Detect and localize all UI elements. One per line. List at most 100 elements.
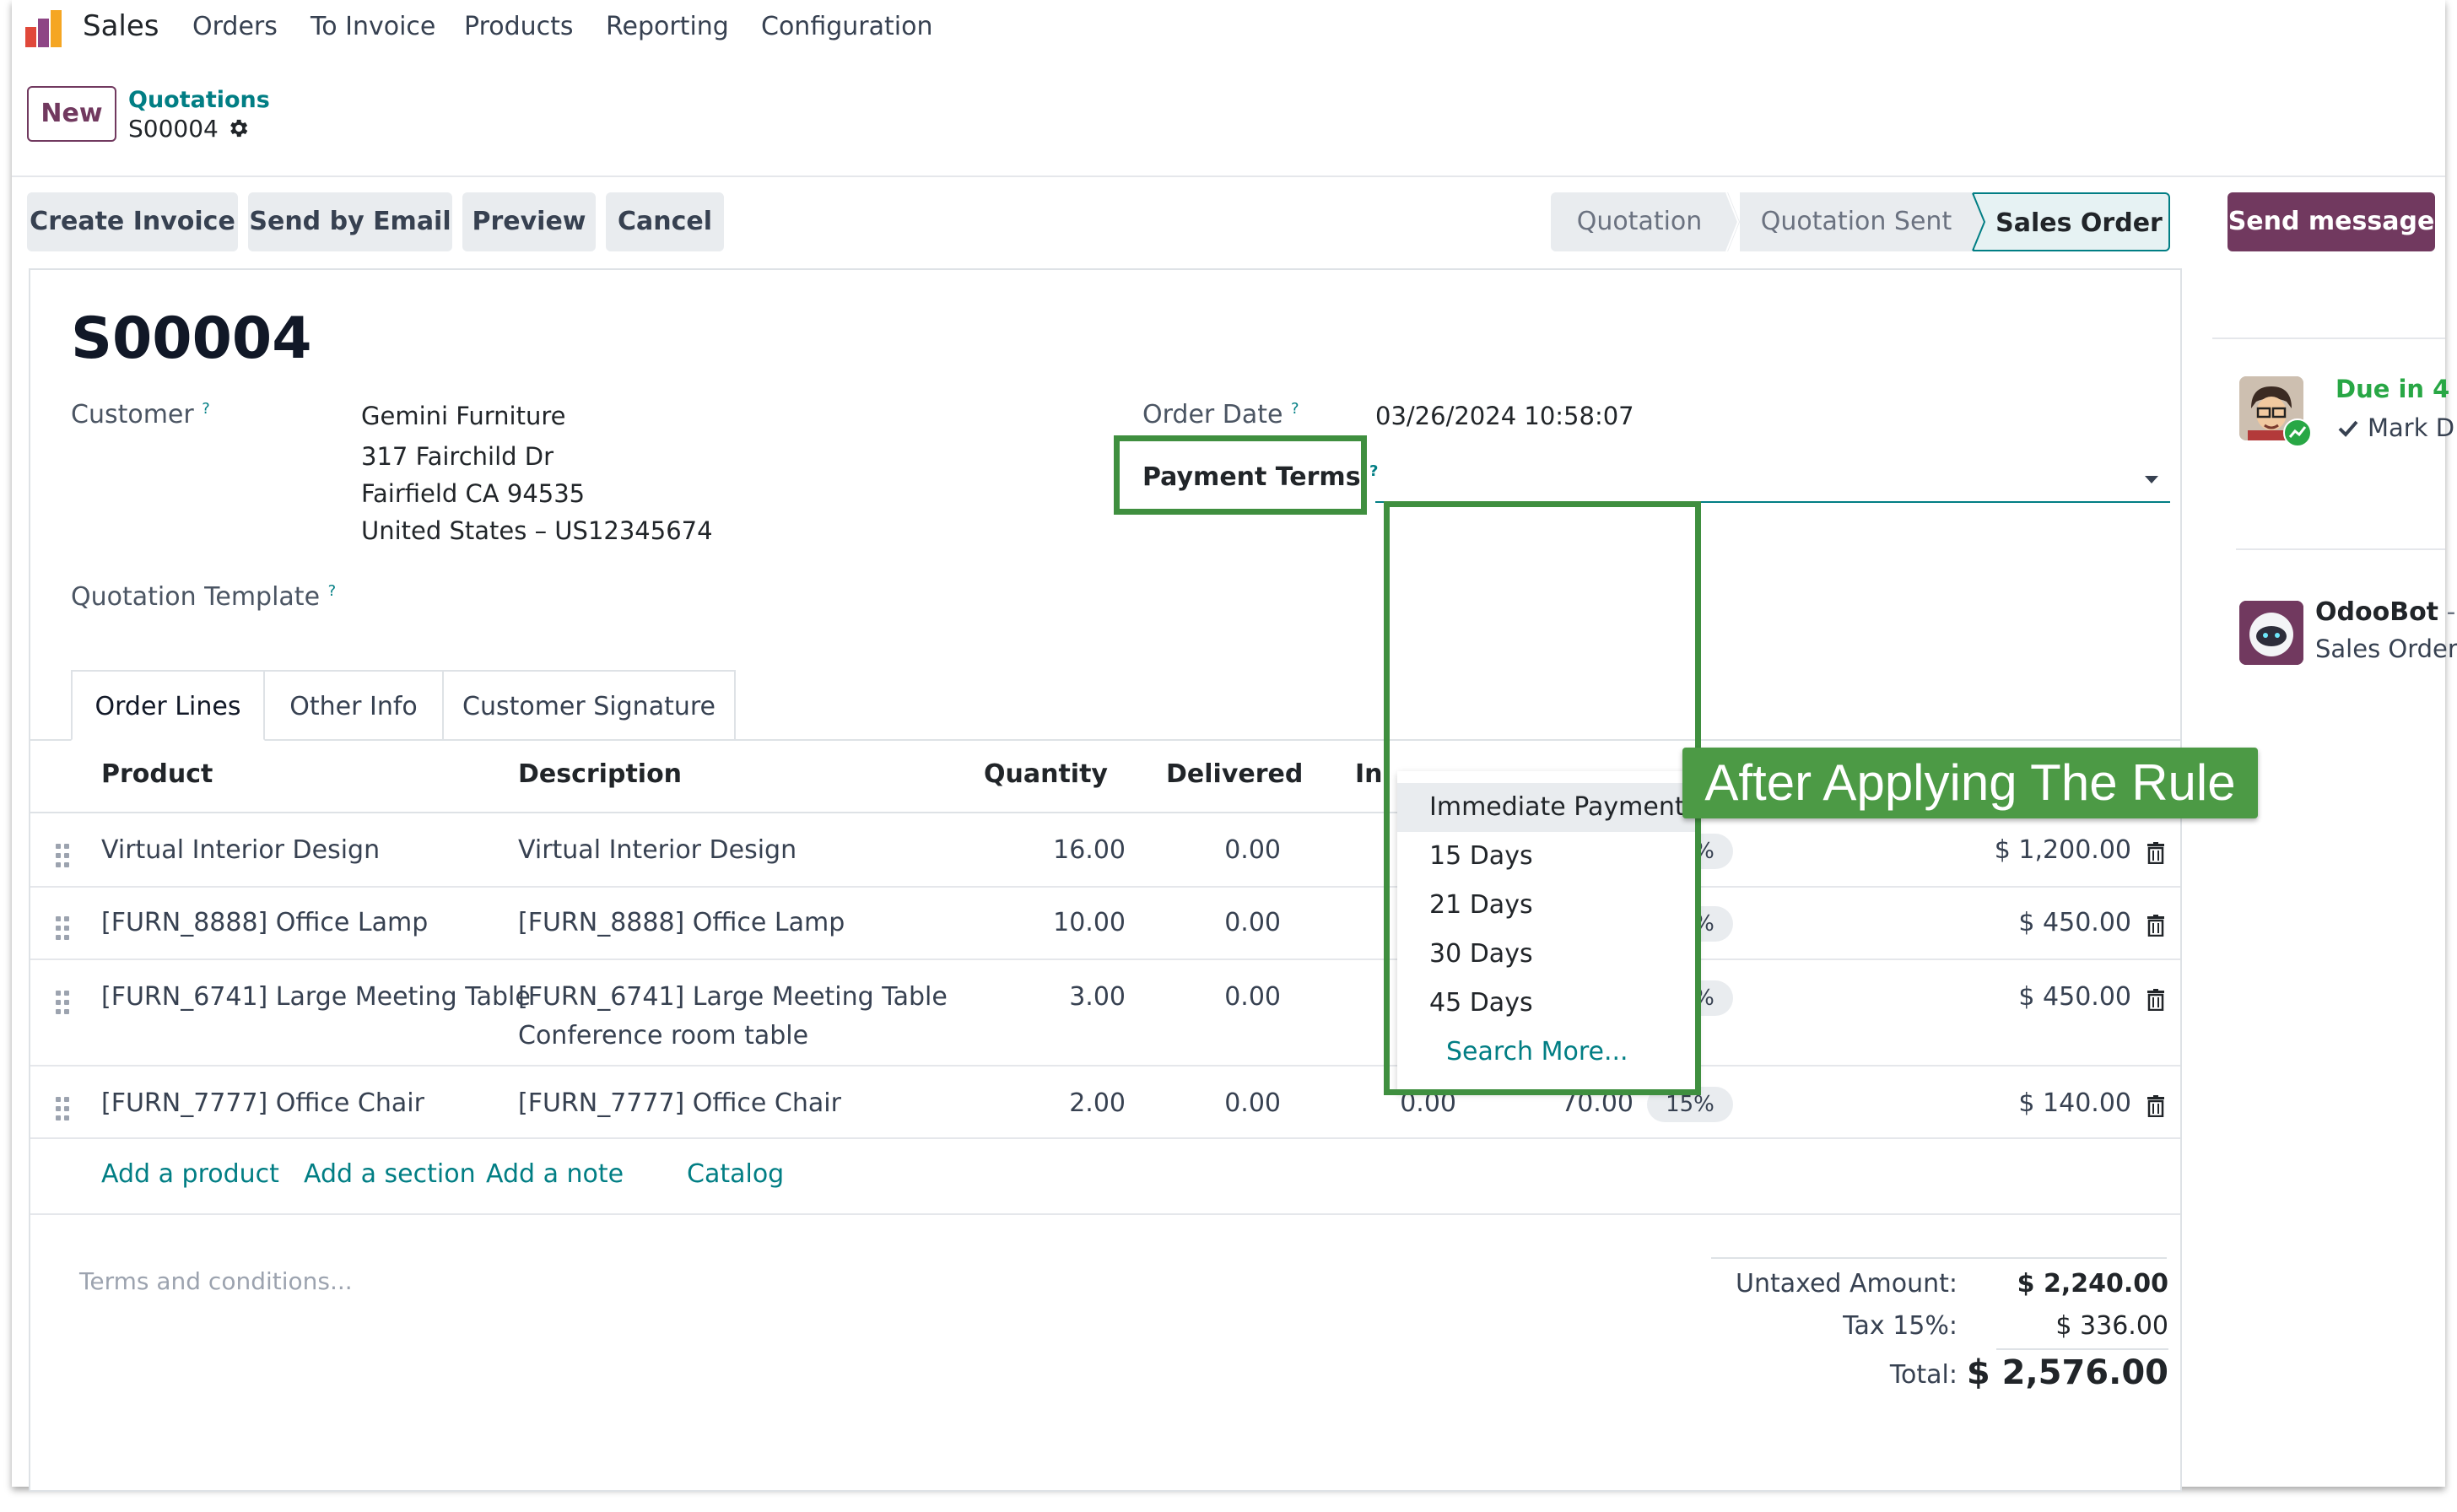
description-cell[interactable]: [FURN_6741] Large Meeting Table <box>518 982 948 1012</box>
stage-quotation[interactable]: Quotation <box>1551 192 1728 251</box>
trash-icon[interactable] <box>2146 842 2165 864</box>
order-date-value[interactable]: 03/26/2024 10:58:07 <box>1375 402 1634 430</box>
col-description[interactable]: Description <box>518 759 683 789</box>
tab-order-lines[interactable]: Order Lines <box>71 670 265 741</box>
chatter-divider <box>2212 338 2445 339</box>
product-cell[interactable]: [FURN_8888] Office Lamp <box>101 908 429 937</box>
delivered-cell[interactable]: 0.00 <box>1224 835 1281 865</box>
menu-products[interactable]: Products <box>464 12 574 41</box>
help-icon[interactable]: ? <box>327 582 337 600</box>
chevron-down-icon[interactable] <box>2145 474 2158 484</box>
trash-icon[interactable] <box>2146 915 2165 937</box>
tax-label: Tax 15%: <box>1843 1311 1958 1341</box>
trash-icon[interactable] <box>2146 1095 2165 1117</box>
highlight-dropdown <box>1384 501 1701 1095</box>
quantity-cell[interactable]: 10.00 <box>1053 908 1126 937</box>
tax-value: $ 336.00 <box>2055 1311 2168 1341</box>
col-quantity[interactable]: Quantity <box>984 759 1108 789</box>
address-line-2: Fairfield CA 94535 <box>361 479 586 508</box>
tabs-baseline <box>30 739 71 741</box>
option-30-days[interactable]: 30 Days <box>1429 939 1533 969</box>
menu-to-invoice[interactable]: To Invoice <box>310 12 436 41</box>
send-by-email-button[interactable]: Send by Email <box>248 192 452 251</box>
description-cell[interactable]: [FURN_8888] Office Lamp <box>518 908 845 937</box>
description-cell[interactable]: [FURN_7777] Office Chair <box>518 1088 841 1118</box>
col-invoiced[interactable]: In <box>1355 759 1383 789</box>
address-line-1: 317 Fairchild Dr <box>361 442 554 471</box>
stage-arrow-active <box>1964 192 1986 251</box>
quantity-cell[interactable]: 16.00 <box>1053 835 1126 865</box>
terms-input[interactable]: Terms and conditions... <box>79 1267 353 1295</box>
stage-sales-order[interactable]: Sales Order <box>1973 192 2170 251</box>
drag-handle-icon[interactable] <box>56 916 71 940</box>
help-icon[interactable]: ? <box>1291 400 1299 418</box>
customer-link[interactable]: Gemini Furniture <box>361 402 566 430</box>
app-name[interactable]: Sales <box>83 9 159 43</box>
product-cell[interactable]: Virtual Interior Design <box>101 835 381 865</box>
customer-label: Customer ? <box>71 400 210 429</box>
quantity-cell[interactable]: 2.00 <box>1069 1088 1126 1118</box>
quotation-template-label: Quotation Template ? <box>71 582 337 612</box>
untaxed-amount-value: $ 2,240.00 <box>2017 1269 2168 1299</box>
order-title: S00004 <box>71 305 312 372</box>
payment-terms-input[interactable] <box>1375 501 2170 503</box>
app-window: Sales Orders To Invoice Products Reporti… <box>12 0 2457 1492</box>
product-cell[interactable]: [FURN_7777] Office Chair <box>101 1088 424 1118</box>
subtotal-cell: $ 450.00 <box>2018 982 2131 1012</box>
menu-orders[interactable]: Orders <box>192 12 278 41</box>
drag-handle-icon[interactable] <box>56 1097 71 1120</box>
new-button[interactable]: New <box>27 86 116 142</box>
order-date-label: Order Date ? <box>1142 400 1299 429</box>
odoobot-author: OdooBot - 1 <box>2315 597 2457 627</box>
header-divider <box>30 812 2180 813</box>
delivered-cell[interactable]: 0.00 <box>1224 1088 1281 1118</box>
total-divider <box>1996 1348 2168 1350</box>
tab-other-info[interactable]: Other Info <box>265 670 444 741</box>
highlight-payment-terms <box>1114 435 1367 515</box>
option-immediate-payment[interactable]: Immediate Payment <box>1397 783 1698 832</box>
check-icon[interactable] <box>2337 418 2359 439</box>
add-note-link[interactable]: Add a note <box>486 1159 624 1189</box>
create-invoice-button[interactable]: Create Invoice <box>27 192 238 251</box>
user-avatar[interactable] <box>2239 376 2303 440</box>
drag-handle-icon[interactable] <box>56 844 71 867</box>
sales-app-icon[interactable] <box>24 8 66 49</box>
trash-icon[interactable] <box>2146 989 2165 1011</box>
option-45-days[interactable]: 45 Days <box>1429 988 1533 1018</box>
help-icon[interactable]: ? <box>202 400 210 418</box>
description-cell[interactable]: Virtual Interior Design <box>518 835 797 865</box>
menu-configuration[interactable]: Configuration <box>761 12 933 41</box>
col-delivered[interactable]: Delivered <box>1166 759 1304 789</box>
send-message-button[interactable]: Send message <box>2228 192 2435 251</box>
quantity-cell[interactable]: 3.00 <box>1069 982 1126 1012</box>
col-product[interactable]: Product <box>101 759 213 789</box>
subtotal-cell: $ 140.00 <box>2018 1088 2131 1118</box>
drag-handle-icon[interactable] <box>56 991 71 1014</box>
option-15-days[interactable]: 15 Days <box>1429 841 1533 871</box>
cancel-button[interactable]: Cancel <box>606 192 724 251</box>
menu-reporting[interactable]: Reporting <box>606 12 729 41</box>
odoobot-avatar[interactable] <box>2239 601 2303 665</box>
delivered-cell[interactable]: 0.00 <box>1224 982 1281 1012</box>
stage-quotation-sent[interactable]: Quotation Sent <box>1740 192 1973 251</box>
row-divider <box>30 958 2180 960</box>
tabs-baseline <box>265 739 2180 741</box>
option-21-days[interactable]: 21 Days <box>1429 890 1533 920</box>
row-divider <box>30 886 2180 888</box>
total-label: Total: <box>1889 1360 1958 1390</box>
catalog-link[interactable]: Catalog <box>687 1159 785 1189</box>
subtotal-cell: $ 1,200.00 <box>1994 835 2131 865</box>
mark-done-link[interactable]: Mark D <box>2368 413 2455 442</box>
add-section-link[interactable]: Add a section <box>304 1159 476 1189</box>
breadcrumb-quotations[interactable]: Quotations <box>128 87 270 113</box>
tab-customer-signature[interactable]: Customer Signature <box>444 670 736 741</box>
add-product-link[interactable]: Add a product <box>101 1159 279 1189</box>
product-cell[interactable]: [FURN_6741] Large Meeting Table <box>101 982 531 1012</box>
breadcrumb-current: S00004 <box>128 115 219 143</box>
gear-icon[interactable] <box>226 116 250 140</box>
search-more-link[interactable]: Search More... <box>1446 1037 1628 1066</box>
help-icon[interactable]: ? <box>1369 462 1379 480</box>
delivered-cell[interactable]: 0.00 <box>1224 908 1281 937</box>
preview-button[interactable]: Preview <box>462 192 596 251</box>
chatter-divider <box>2236 548 2445 550</box>
